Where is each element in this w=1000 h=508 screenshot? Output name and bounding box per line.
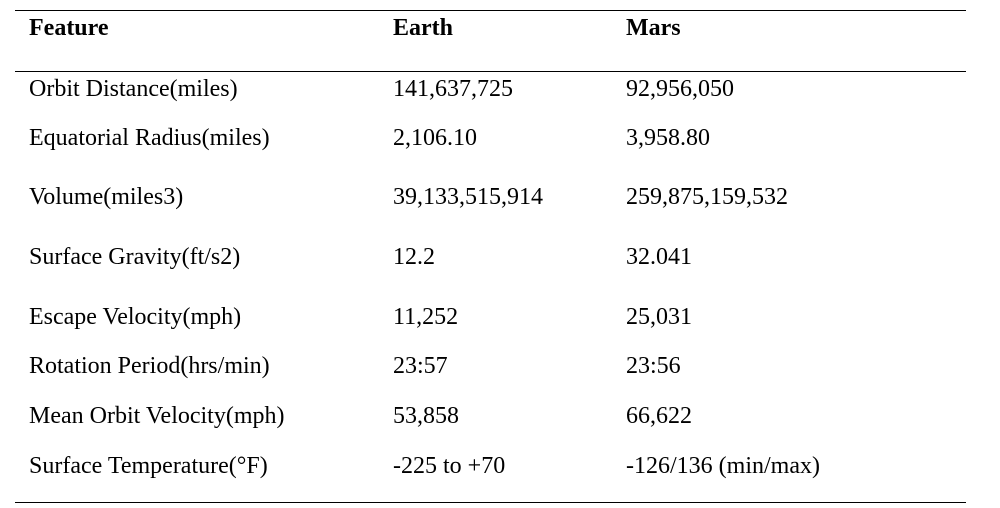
row-4-feature: Escape Velocity(mph)	[29, 304, 242, 330]
row-1-earth: 2,106.10	[393, 125, 477, 151]
row-0-mars: 92,956,050	[626, 76, 734, 102]
row-2-feature: Volume(miles3)	[29, 184, 184, 210]
row-4-earth: 11,252	[393, 304, 459, 330]
row-5-earth: 23:57	[393, 353, 448, 379]
row-1-mars: 3,958.80	[626, 125, 710, 151]
header-divider-rule	[15, 71, 966, 72]
row-6-feature: Mean Orbit Velocity(mph)	[29, 403, 285, 429]
row-6-mars: 66,622	[626, 403, 692, 429]
row-2-mars: 259,875,159,532	[626, 184, 788, 210]
row-7-earth: -225 to +70	[393, 453, 506, 479]
header-mars: Mars	[626, 15, 681, 41]
row-5-mars: 23:56	[626, 353, 681, 379]
table-top-rule	[15, 10, 966, 11]
row-2-earth: 39,133,515,914	[393, 184, 543, 210]
row-3-earth: 12.2	[393, 244, 435, 270]
row-3-mars: 32.041	[626, 244, 692, 270]
row-7-mars: -126/136 (min/max)	[626, 453, 820, 479]
row-5-feature: Rotation Period(hrs/min)	[29, 353, 270, 379]
row-0-earth: 141,637,725	[393, 76, 513, 102]
header-earth: Earth	[393, 15, 453, 41]
row-0-feature: Orbit Distance(miles)	[29, 76, 238, 102]
table-bottom-rule	[15, 502, 966, 503]
row-7-feature: Surface Temperature(°F)	[29, 453, 268, 479]
row-4-mars: 25,031	[626, 304, 692, 330]
row-6-earth: 53,858	[393, 403, 459, 429]
row-1-feature: Equatorial Radius(miles)	[29, 125, 270, 151]
row-3-feature: Surface Gravity(ft/s2)	[29, 244, 241, 270]
header-feature: Feature	[29, 15, 109, 41]
